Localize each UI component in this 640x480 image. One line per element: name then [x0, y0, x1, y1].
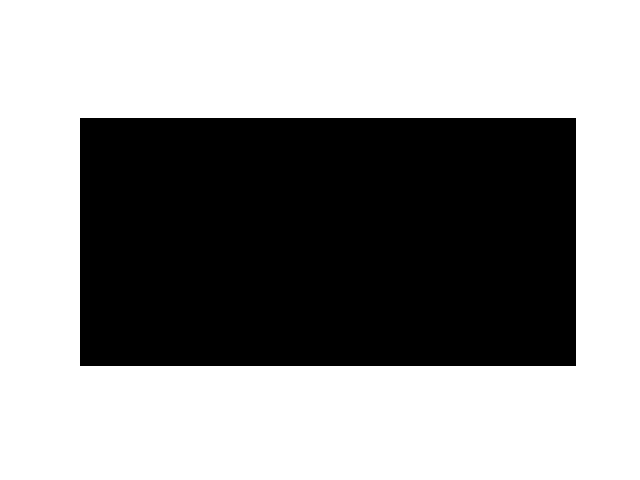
word-cloud: [80, 118, 576, 366]
cloud-background: [80, 118, 576, 366]
